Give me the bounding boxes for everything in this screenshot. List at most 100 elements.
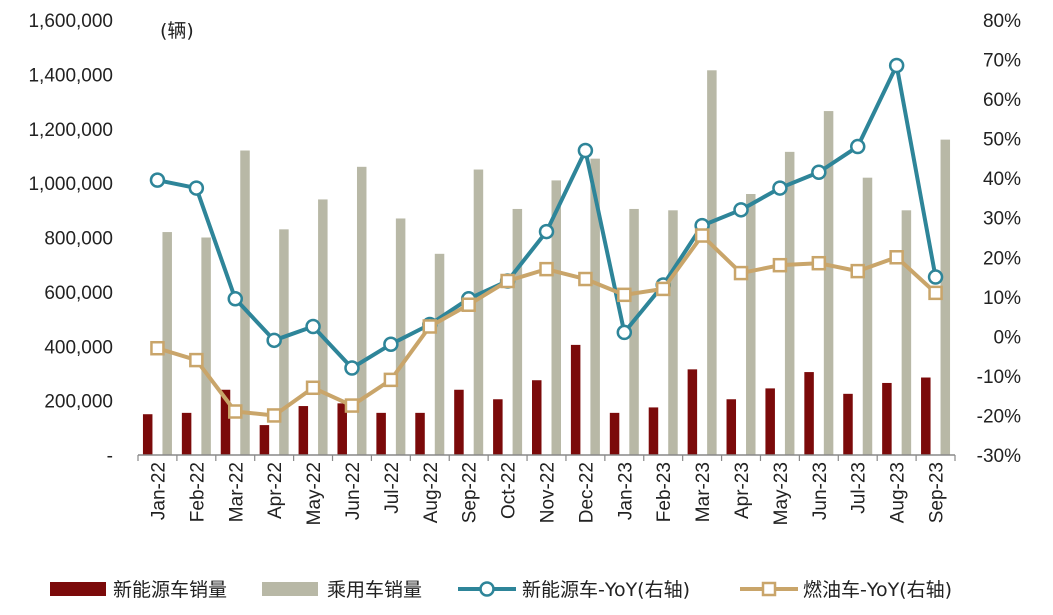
- left-tick-label: 1,400,000: [28, 65, 113, 86]
- pv-sales-bar-Feb-23: [668, 210, 678, 455]
- ice-yoy-point-Apr-23: [733, 265, 749, 281]
- x-tick-label: Sep-23: [927, 462, 948, 523]
- pv-sales-bar-Mar-22: [240, 150, 250, 455]
- pv-sales-bar-Jun-23: [823, 111, 834, 455]
- left-tick-label: 1,200,000: [28, 120, 113, 141]
- pv-sales-bar-Nov-22: [551, 180, 561, 455]
- left-tick-label: 200,000: [44, 392, 113, 413]
- line-nev-path: [157, 63, 938, 370]
- pv-sales-bar-Aug-23: [901, 210, 912, 455]
- left-tick-label: 1,600,000: [28, 11, 113, 32]
- pv-sales-bar-Aug-22: [434, 253, 445, 455]
- ice-yoy-line: [150, 228, 943, 423]
- x-tick-label: Jul-22: [382, 462, 403, 514]
- pv-sales-bar-Jan-23: [629, 208, 639, 455]
- x-tick-label: Jul-23: [849, 462, 870, 514]
- ice-yoy-point-Oct-22: [500, 273, 515, 289]
- pv-sales-bar-Mar-23: [707, 70, 717, 455]
- ice-yoy-point-Sep-22: [461, 297, 476, 312]
- ice-yoy-point-Mar-22: [228, 404, 243, 419]
- right-tick-label: 50%: [983, 130, 1021, 151]
- ice-yoy-point-May-22: [305, 380, 321, 396]
- pv-sales-bar-Jan-22: [162, 232, 172, 455]
- ice-yoy-point-Dec-22: [578, 271, 593, 287]
- x-tick-label: Jun-22: [343, 462, 364, 520]
- nev-sales-bar-Apr-22: [259, 425, 270, 455]
- nev-sales-bar-Oct-22: [493, 399, 503, 455]
- nev-sales-bar-Feb-22: [181, 412, 192, 455]
- nev-yoy-point-May-23: [772, 180, 788, 196]
- pv-sales-bar-Apr-23: [746, 194, 756, 455]
- x-tick-label: Mar-23: [693, 462, 714, 522]
- ice-yoy-point-Feb-22: [189, 352, 204, 368]
- nev-sales-bar-Nov-22: [532, 380, 542, 455]
- left-tick-label: 1,000,000: [28, 174, 113, 195]
- x-tick-label: Jan-23: [615, 462, 636, 520]
- ice-yoy-point-Jul-23: [850, 263, 865, 279]
- pv-sales-bar-Jun-22: [356, 166, 367, 455]
- nev-sales-bar-Dec-22: [570, 344, 581, 455]
- legend-label: 乘用车销量: [327, 579, 422, 601]
- nev-sales-bar-Jul-22: [376, 412, 386, 455]
- nev-yoy-line: [149, 57, 944, 376]
- axes: [137, 454, 956, 461]
- nev-sales-bar-Jan-23: [609, 412, 620, 455]
- nev-sales-bar-May-22: [298, 406, 309, 455]
- pv-sales-bar-Oct-22: [512, 208, 523, 455]
- nev-sales-bar-Aug-23: [882, 382, 892, 455]
- nev-sales-bar-Mar-23: [687, 369, 698, 455]
- pv-sales-bar-May-22: [318, 199, 328, 455]
- nev-sales-bar-Jun-22: [337, 403, 347, 455]
- pv-sales-bar-Jul-22: [395, 218, 406, 455]
- x-tick-label: Feb-23: [654, 462, 675, 522]
- x-tick-label: Sep-22: [460, 462, 481, 523]
- nev-yoy-point-Jan-22: [149, 172, 166, 188]
- right-tick-label: 80%: [983, 11, 1021, 32]
- right-tick-label: 40%: [983, 169, 1021, 190]
- x-tick-label: Feb-22: [187, 462, 208, 522]
- x-tick-label: Jan-22: [148, 462, 169, 520]
- ice-yoy-point-Jan-23: [617, 287, 632, 303]
- ice-yoy-point-Feb-23: [655, 281, 671, 297]
- x-tick-label: Oct-22: [499, 462, 520, 519]
- x-tick-label: Apr-23: [732, 462, 753, 519]
- nev-yoy-point-Jan-23: [616, 324, 633, 341]
- nev-sales-bar-Jul-23: [843, 393, 853, 455]
- nev-yoy-point-Jul-22: [383, 336, 399, 353]
- x-tick-label: May-23: [771, 462, 792, 525]
- right-tick-label: 0%: [994, 327, 1022, 348]
- x-tick-label: Jun-23: [810, 462, 831, 520]
- nev-yoy-point-Sep-23: [927, 269, 944, 285]
- legend-label: 新能源车-YoY(右轴): [522, 579, 690, 601]
- x-tick-label: Dec-22: [576, 462, 597, 523]
- nev-sales-bar-May-23: [765, 388, 775, 455]
- pv-sales-bar-Dec-22: [590, 158, 600, 455]
- nev-sales-bar-Mar-22: [220, 389, 231, 455]
- legend-marker: [761, 581, 777, 597]
- nev-sales-bar-Sep-23: [921, 377, 931, 455]
- ice-yoy-point-Jan-22: [150, 340, 165, 356]
- legend-swatch: [50, 582, 106, 596]
- nev-yoy-point-Jun-22: [344, 360, 360, 376]
- nev-yoy-point-Jul-23: [849, 138, 866, 155]
- unit-label: (辆): [160, 20, 194, 42]
- pv-sales-bar-Feb-22: [201, 237, 211, 455]
- legend-swatch: [262, 582, 318, 596]
- left-tick-label: 800,000: [44, 229, 113, 250]
- nev-sales-bar-Sep-22: [454, 389, 464, 455]
- left-tick-label: 400,000: [44, 337, 113, 358]
- nev-yoy-point-Nov-22: [538, 223, 555, 240]
- nev-yoy-point-Jun-23: [811, 164, 827, 180]
- x-tick-label: Nov-22: [538, 462, 559, 523]
- nev-yoy-point-Dec-22: [577, 142, 594, 159]
- legend-marker: [479, 581, 495, 597]
- ice-yoy-point-May-23: [772, 257, 788, 273]
- pv-sales-bar-Jul-23: [862, 177, 873, 455]
- right-tick-label: -20%: [977, 406, 1021, 427]
- legend-label: 新能源车销量: [113, 579, 227, 601]
- ice-yoy-point-Apr-22: [266, 408, 282, 423]
- right-axis-ticks: -30% -20% -10% 0% 10% 20% 30% 40% 50% 60% 70% 80%: [977, 11, 1021, 467]
- legend: 新能源车销量 乘用车销量 新能源车-YoY(右轴) 燃油车-YoY(右轴): [50, 579, 952, 601]
- left-tick-label: 600,000: [44, 283, 113, 304]
